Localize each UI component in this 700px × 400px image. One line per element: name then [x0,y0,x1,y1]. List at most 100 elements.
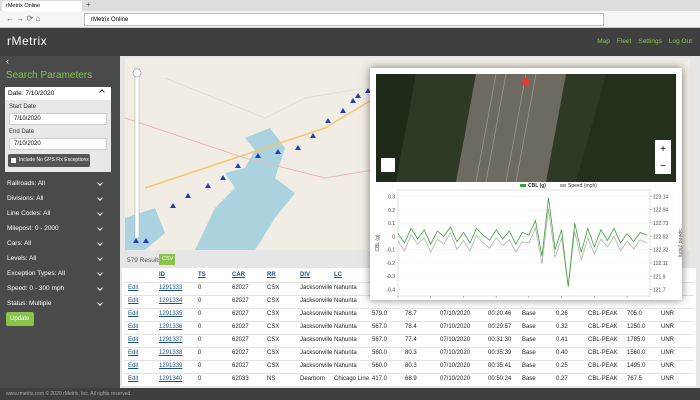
pan-control[interactable] [132,68,142,78]
row-separator [124,360,694,361]
nav-buttons[interactable]: ← → ⟳ ⌂ [6,14,41,23]
filter-dropdown[interactable]: Cars: All [7,240,32,247]
id-link[interactable]: 1291338 [159,350,183,356]
start-date-label: Start Date [9,104,37,110]
update-button[interactable]: Update [6,312,34,326]
zoom-in[interactable]: + [660,144,666,155]
back-arrow[interactable]: ‹ [6,56,9,66]
footer-bar [0,388,700,400]
filter-dropdown[interactable]: Railroads: All [7,180,45,187]
id-link[interactable]: 1291339 [159,363,183,369]
id-link[interactable]: 1291335 [159,311,183,317]
table-cell: Base [522,311,536,317]
table-cell: 78.4 [405,324,417,330]
legend-swatch [520,184,526,187]
nav-link[interactable]: Map [597,38,610,45]
date-header[interactable]: Date: 7/10/2020 [5,87,111,100]
table-cell: CBL-PEAK [588,350,618,356]
id-link[interactable]: 1291333 [159,285,183,291]
table-cell: Dearborn [300,376,326,382]
table-cell: CBL-PEAK [588,311,618,317]
csv-button[interactable]: CSV [159,254,175,265]
table-cell: 0 [198,324,202,330]
table-cell: 00:50:24 [488,376,512,382]
column-header[interactable]: RR [267,272,276,278]
map-road [144,97,376,189]
table-cell: 62027 [232,311,249,317]
row-separator [124,321,694,322]
logo[interactable]: rMetrix [7,34,48,48]
cbl-chart: 0.3 0.2 0.1 0 -0.1 -0.2 -0.3 -0.4 123.14 122.94 12… [375,183,682,298]
new-tab[interactable]: + [86,0,91,9]
zoom-slider[interactable] [134,67,140,239]
table-cell: 767.5 [627,376,643,382]
filter-dropdown[interactable]: Exception Types: All [7,270,66,277]
start-date-input[interactable]: 7/10/2020 [9,113,107,125]
edit-link[interactable]: Edit [128,285,139,291]
column-header[interactable]: ID [159,272,165,278]
edit-link[interactable]: Edit [128,324,139,330]
id-link[interactable]: 1291337 [159,337,183,343]
table-cell: 07/10/2020 [440,376,471,382]
checkbox-button[interactable] [8,154,90,167]
table-cell: 0.41 [556,337,568,343]
edit-link[interactable]: Edit [128,363,139,369]
y2-tick-label: 122.73 [653,221,669,227]
column-header[interactable]: TS [198,272,206,278]
column-header[interactable]: LC [334,272,342,278]
table-cell: Jacksonville [300,311,333,317]
edit-link[interactable]: Edit [128,376,139,382]
end-date-input[interactable]: 7/10/2020 [9,138,107,150]
table-cell: Jacksonville [300,285,333,291]
filter-dropdown[interactable]: Levels: All [7,255,37,262]
id-link[interactable]: 1291340 [159,376,183,382]
satellite-view[interactable]: + − [376,74,676,182]
table-cell: 62033 [232,376,249,382]
column-header[interactable]: CAR [232,272,245,278]
edit-link[interactable]: Edit [128,298,139,304]
map-markers[interactable] [133,88,371,243]
filter-dropdown[interactable]: Milepost: 0 - 2000 [7,225,59,232]
filter-dropdown[interactable]: Line Codes: All [7,210,51,217]
id-link[interactable]: 1291336 [159,324,183,330]
browser-tab[interactable]: rMetrix Online [2,1,82,11]
legend-label: CBL (g) [528,183,546,189]
y-tick-label: -0.1 [386,248,395,254]
footer-text: www.rmetrix.com © 2020 rMetrix, Inc. All… [6,391,132,397]
nav-link[interactable]: Settings [638,38,662,45]
table-cell: CSX [267,285,280,291]
table-cell: 80.3 [405,350,417,356]
table-cell: UNR [661,311,674,317]
table-cell: Jacksonville [300,298,333,304]
sidebar-title: Search Parameters [6,70,93,81]
table-cell: UNR [661,337,674,343]
zoom-controls[interactable] [655,140,671,174]
zoom-out[interactable]: − [660,161,666,172]
table-cell: 07/10/2020 [440,311,471,317]
table-cell: 1250.0 [627,324,646,330]
main-nav: Map Fleet Settings Log Out [597,38,692,45]
filter-dropdown[interactable]: Status: Multiple [7,300,52,307]
address-bar[interactable]: rMetrix Online [84,13,604,26]
filter-dropdown[interactable]: Speed: 0 - 300 mph [7,285,65,292]
table-cell: Nahunta [334,324,357,330]
filter-dropdown[interactable]: Divisions: All [7,195,44,202]
table-cell: UNR [661,350,674,356]
table-cell: Nahunta [334,298,357,304]
nav-link[interactable]: Log Out [668,38,692,45]
table-cell: 0 [198,337,202,343]
edit-link[interactable]: Edit [128,311,139,317]
edit-link[interactable]: Edit [128,337,139,343]
edit-link[interactable]: Edit [128,350,139,356]
checkbox[interactable] [11,158,16,163]
column-header[interactable]: DIV [300,272,311,278]
y-tick-label: 0 [392,234,395,240]
table-cell: CSX [267,363,280,369]
legend-label: Speed (mph) [568,183,597,189]
nav-link[interactable]: Fleet [616,38,632,45]
street-view-toggle[interactable] [381,158,395,172]
table-cell: 80.3 [405,363,417,369]
id-link[interactable]: 1291334 [159,298,183,304]
row-separator [124,308,694,309]
